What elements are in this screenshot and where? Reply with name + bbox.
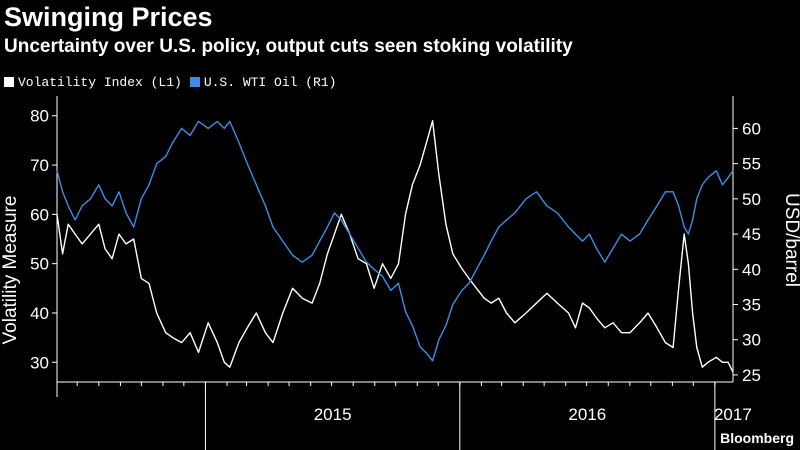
y-tick-label-right: 55 (742, 155, 761, 174)
legend-swatch-oil (189, 77, 200, 87)
y-tick-label-left: 70 (30, 156, 49, 175)
y-tick-label-right: 45 (742, 225, 761, 244)
x-tick-label: 2017 (714, 405, 752, 424)
y-axis-label-left: Volatility Measure (0, 196, 21, 345)
chart-subtitle: Uncertainty over U.S. policy, output cut… (4, 36, 573, 57)
y-tick-label-right: 50 (742, 190, 761, 209)
x-tick-label: 2016 (568, 405, 606, 424)
legend-swatch-volatility (4, 77, 14, 87)
lines-layer (56, 119, 734, 373)
x-tick-label: 2015 (314, 405, 352, 424)
legend-item-oil: U.S. WTI Oil (R1) (189, 74, 337, 90)
y-tick-label-right: 35 (742, 296, 761, 315)
legend-item-volatility: Volatility Index (L1) (4, 75, 182, 90)
source-credit: Bloomberg (720, 430, 794, 446)
y-tick-label-left: 50 (30, 255, 49, 274)
legend-label-oil: U.S. WTI Oil (R1) (203, 74, 337, 90)
y-tick-label-right: 25 (742, 366, 761, 385)
y-tick-label-left: 80 (30, 107, 49, 126)
series-line-oil (56, 120, 734, 362)
y-tick-label-left: 60 (30, 205, 49, 224)
y-tick-label-left: 30 (30, 353, 49, 372)
y-tick-label-right: 60 (742, 119, 761, 138)
y-tick-label-right: 30 (742, 331, 761, 350)
legend: Volatility Index (L1) U.S. WTI Oil (R1) (4, 73, 344, 91)
legend-label-volatility: Volatility Index (L1) (18, 74, 182, 90)
chart-title: Swinging Prices (4, 2, 213, 32)
y-tick-label-left: 40 (30, 304, 49, 323)
y-tick-label-right: 40 (742, 260, 761, 279)
series-line-volatility (56, 119, 734, 373)
axes-layer: 30 40 50 60 70 80 25 30 35 40 45 50 55 60 2015 2016 2017 (30, 96, 761, 450)
y-axis-label-right: USD/barrel (781, 193, 800, 287)
